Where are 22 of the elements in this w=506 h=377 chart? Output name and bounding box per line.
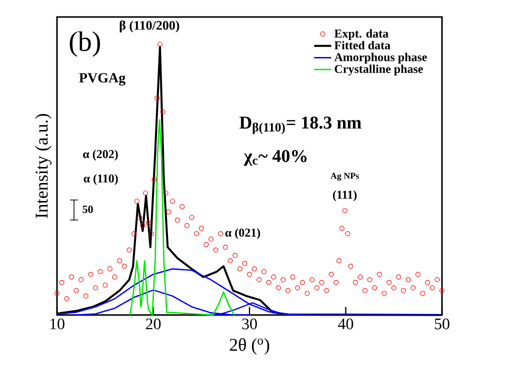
x-tick-label: 30 (242, 318, 257, 330)
annotation: PVGAg (79, 73, 126, 86)
annotation: α (021) (225, 228, 260, 240)
annotation: Ag NPs (330, 172, 359, 181)
legend-label: Expt. data (334, 29, 388, 40)
annotation: (b) (70, 31, 100, 57)
x-tick-label: 50 (434, 318, 450, 330)
text: β (110/200) (120, 20, 180, 32)
annotation: 50 (82, 206, 93, 214)
legend-label: Crystalline phase (334, 64, 423, 76)
legend-label: Fitted data (334, 40, 390, 50)
legend-label: Amorphous phase (334, 52, 427, 64)
annotation: χ$_{c}$~ 40% (244, 150, 307, 166)
x-tick-label: 10 (50, 318, 64, 330)
x-axis-title: 2θ ($^{o}$) (230, 338, 270, 355)
annotation: D$_{β(110)}$= 18.3 nm (239, 116, 362, 134)
x-tick-label: 40 (338, 318, 354, 330)
x-tick-label: 20 (146, 318, 161, 330)
annotation: (111) (332, 190, 357, 202)
y-axis-title: Intensity (a.u.) (35, 114, 52, 218)
annotation: α (202) (83, 150, 118, 161)
annotation: α (110) (84, 174, 118, 185)
